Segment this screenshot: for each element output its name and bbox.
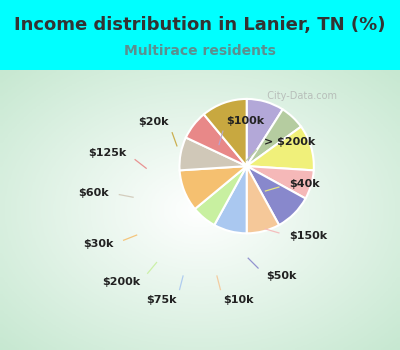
Text: $200k: $200k [102,277,141,287]
Text: Income distribution in Lanier, TN (%): Income distribution in Lanier, TN (%) [14,16,386,34]
Wedge shape [204,99,247,166]
Text: $125k: $125k [88,148,126,158]
Wedge shape [247,166,306,225]
Text: $150k: $150k [290,231,328,241]
Wedge shape [247,110,301,166]
Wedge shape [195,166,247,225]
Text: $20k: $20k [138,117,168,127]
Wedge shape [186,114,247,166]
Wedge shape [247,127,314,170]
Wedge shape [247,166,314,198]
Wedge shape [214,166,247,233]
Text: City-Data.com: City-Data.com [261,91,337,101]
Wedge shape [180,138,247,170]
Text: $60k: $60k [78,188,108,197]
Text: $30k: $30k [83,239,114,249]
Text: $50k: $50k [266,271,296,281]
Text: $10k: $10k [223,295,254,305]
Wedge shape [247,99,283,166]
Text: $40k: $40k [290,179,320,189]
Wedge shape [180,166,247,209]
Wedge shape [247,166,279,233]
Text: $75k: $75k [146,295,177,305]
Text: > $200k: > $200k [264,137,315,147]
Text: $100k: $100k [226,116,264,126]
Text: Multirace residents: Multirace residents [124,44,276,58]
